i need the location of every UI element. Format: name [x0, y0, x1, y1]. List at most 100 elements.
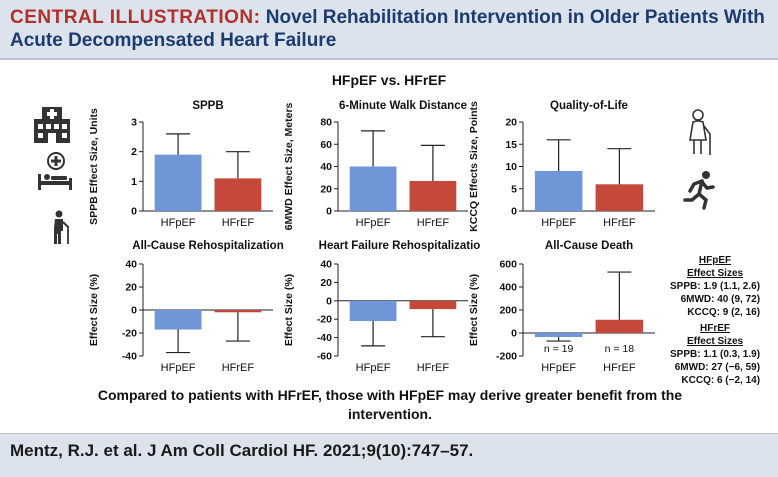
sppb-bar-hfref [214, 178, 262, 211]
qol-ylabel: KCCQ Effects Size, Points [468, 101, 480, 232]
sppb-chart: SPPB SPPB Effect Size, Units 0 1 2 3 HFpEF HFrE… [88, 100, 273, 229]
death-chart: All-Cause Death Effect Size (%) -200 0 200 40… [468, 240, 655, 374]
sppb-bar-hfpef [154, 154, 202, 211]
elderly-walking-icon [54, 210, 69, 244]
illustration-title: Novel Rehabilitation Intervention in Old… [10, 7, 765, 51]
hfrehosp-ytick-label: -40 [317, 332, 332, 344]
rehosp-ytick-label: 0 [131, 305, 137, 317]
qol-category-label: HFrEF [603, 217, 636, 229]
hfpef-kccq-line: KCCQ: 9 (2, 16) [687, 307, 761, 318]
hfrehosp-ytick-label: 0 [326, 295, 332, 307]
hfrehosp-ytick-label: -20 [317, 314, 332, 326]
6mwd-ytick-label: 80 [320, 117, 332, 129]
hospital-icon [34, 107, 70, 143]
6mwd-ytick-label: 40 [320, 161, 332, 173]
hfref-sppb-line: SPPB: 1.1 (0.3, 1.9) [670, 349, 761, 360]
death-category-label: HFpEF [541, 362, 576, 374]
death-ytick-label: -200 [496, 351, 517, 363]
illustration-label: CENTRAL ILLUSTRATION: [10, 7, 261, 28]
rehosp-chart: All-Cause Rehospitalization Effect Size (… [88, 240, 284, 374]
hfrehosp-ytick-label: 20 [320, 277, 332, 289]
sppb-category-label: HFpEF [161, 217, 196, 229]
hfrehosp-title: Heart Failure Rehospitalization [319, 240, 480, 252]
hfrehosp-bar-hfref [409, 300, 457, 310]
6mwd-ytick-label: 20 [320, 183, 332, 195]
rehosp-bar-hfpef [154, 310, 202, 330]
sppb-ytick-label: 2 [131, 146, 137, 158]
hfref-effects-heading: HFrEF [700, 323, 731, 334]
hfpef-effects-heading: HFpEF [698, 255, 732, 266]
death-category-label: HFrEF [603, 362, 636, 374]
rehosp-ytick-label: -40 [122, 351, 137, 363]
main-panel [0, 60, 778, 433]
hfpef-effects-subheading: Effect Sizes [686, 268, 744, 279]
header-banner: CENTRAL ILLUSTRATION: Novel Rehabilitati… [0, 0, 778, 60]
qol-ytick-label: 15 [505, 139, 517, 151]
footer-bar [0, 433, 778, 477]
death-ytick-label: 600 [499, 259, 517, 271]
header-text: CENTRAL ILLUSTRATION: Novel Rehabilitati… [10, 6, 770, 52]
6mwd-ytick-label: 60 [320, 139, 332, 151]
6mwd-ytick-label: 0 [326, 206, 332, 218]
rehosp-ytick-label: 20 [125, 282, 137, 294]
qol-ytick-label: 10 [505, 161, 517, 173]
rehosp-category-label: HFrEF [222, 362, 255, 374]
sppb-category-label: HFrEF [222, 217, 255, 229]
hf-rehosp-chart: Heart Failure Rehospitalization Effect Si… [283, 240, 480, 374]
elderly-woman-icon [689, 109, 711, 155]
death-ylabel: Effect Size (%) [468, 274, 480, 346]
sppb-ytick-label: 1 [131, 176, 137, 188]
sppb-ytick-label: 0 [131, 206, 137, 218]
6mwd-bar-hfref [409, 180, 457, 211]
qol-chart: Quality-of-Life KCCQ Effects Size, Points… [468, 100, 655, 232]
qol-title: Quality-of-Life [550, 100, 628, 112]
qol-bar-hfpef [534, 170, 583, 211]
qol-bar-hfref [595, 184, 644, 211]
rehosp-ytick-label: 40 [125, 259, 137, 271]
hfref-effects-subheading: Effect Sizes [686, 336, 744, 347]
rehosp-ylabel: Effect Size (%) [88, 274, 100, 346]
hfref-kccq-line: KCCQ: 6 (−2, 14) [681, 375, 761, 386]
citation: Mentz, R.J. et al. J Am Coll Cardiol HF.… [10, 441, 474, 460]
death-annotation: n = 18 [605, 343, 635, 355]
qol-ytick-label: 20 [505, 117, 517, 129]
qol-ytick-label: 0 [511, 206, 517, 218]
rehosp-ytick-label: -20 [122, 328, 137, 340]
hfrehosp-ytick-label: 40 [320, 259, 332, 271]
death-title: All-Cause Death [545, 240, 633, 252]
hfpef-effect-sizes: HFpEF Effect Sizes SPPB: 1.9 (1.1, 2.6) … [670, 254, 760, 319]
hfpef-6mwd-line: 6MWD: 40 (9, 72) [680, 294, 761, 305]
sppb-title: SPPB [192, 100, 223, 112]
sppb-ylabel: SPPB Effect Size, Units [88, 108, 100, 225]
6mwd-ylabel: 6MWD Effect Size, Meters [283, 102, 295, 230]
6mwd-bar-hfpef [349, 166, 397, 211]
hfref-effect-sizes: HFrEF Effect Sizes SPPB: 1.1 (0.3, 1.9) … [670, 322, 760, 387]
hospital-bed-icon [38, 152, 72, 190]
hfrehosp-ylabel: Effect Size (%) [283, 274, 295, 346]
death-bar-hfref [595, 319, 644, 333]
hfpef-sppb-line: SPPB: 1.9 (1.1, 2.6) [670, 281, 761, 292]
comparison-subtitle: HFpEF vs. HFrEF [331, 72, 447, 88]
6mwd-title: 6-Minute Walk Distance [339, 100, 467, 112]
qol-ytick-label: 5 [511, 183, 517, 195]
rehosp-category-label: HFpEF [161, 362, 196, 374]
6mwd-category-label: HFrEF [417, 217, 450, 229]
6mwd-category-label: HFpEF [356, 217, 391, 229]
death-ytick-label: 0 [511, 328, 517, 340]
hfrehosp-category-label: HFrEF [417, 362, 450, 374]
death-ytick-label: 200 [499, 305, 517, 317]
conclusion-text: Compared to patients with HFrEF, those w… [97, 387, 683, 422]
rehosp-bar-hfref [214, 310, 262, 313]
death-ytick-label: 400 [499, 282, 517, 294]
6mwd-chart: 6-Minute Walk Distance 6MWD Effect Size, … [283, 100, 468, 230]
death-bar-hfpef [534, 333, 583, 338]
hfrehosp-bar-hfpef [349, 300, 397, 322]
rehosp-title: All-Cause Rehospitalization [132, 240, 283, 252]
sppb-ytick-label: 3 [131, 117, 137, 129]
hfrehosp-category-label: HFpEF [356, 362, 391, 374]
running-person-icon [683, 171, 715, 210]
death-annotation: n = 19 [544, 343, 574, 355]
qol-category-label: HFpEF [541, 217, 576, 229]
hfrehosp-ytick-label: -60 [317, 351, 332, 363]
hfref-6mwd-line: 6MWD: 27 (−6, 59) [674, 362, 761, 373]
